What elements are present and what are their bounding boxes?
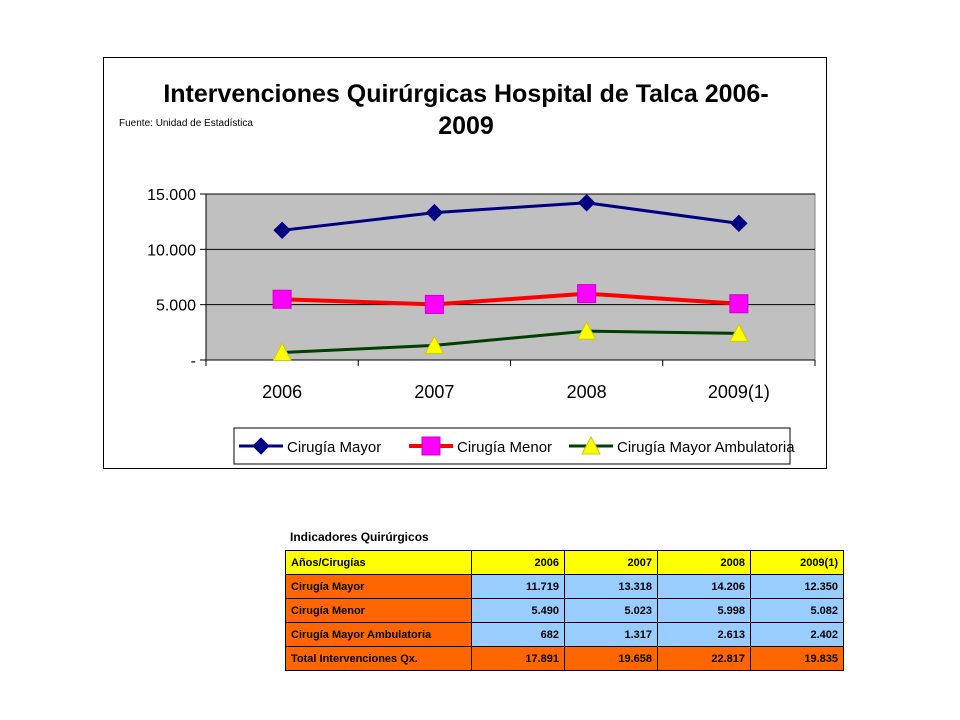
header-cell: 2008 xyxy=(657,550,751,575)
table-caption: Indicadores Quirúrgicos xyxy=(290,530,429,544)
indicators-table: Años/Cirugías 2006 2007 2008 2009(1) Cir… xyxy=(285,550,844,671)
x-tick-label: 2006 xyxy=(262,382,302,402)
table-cell: 1.317 xyxy=(564,622,658,647)
data-point xyxy=(577,194,596,212)
x-tick-label: 2008 xyxy=(567,382,607,402)
row-label: Cirugía Mayor xyxy=(285,574,472,599)
data-point xyxy=(729,323,749,342)
data-point xyxy=(425,203,444,222)
table-cell: 17.891 xyxy=(471,646,565,671)
legend-label: Cirugía Mayor xyxy=(287,439,381,456)
legend: Cirugía Mayor Cirugía Menor Cirugía Mayor … xyxy=(233,427,795,465)
header-cell: 2007 xyxy=(564,550,658,575)
data-point xyxy=(424,294,444,314)
table-cell: 22.817 xyxy=(657,646,751,671)
table-cell: 5.082 xyxy=(750,598,844,623)
table-cell: 5.490 xyxy=(471,598,565,623)
table-cell: 2.613 xyxy=(657,622,751,647)
chart-title-line-1: Intervenciones Quirúrgicas Hospital de T… xyxy=(163,80,768,108)
plot-area: - 5.000 10.000 15.000 2006 2007 2008 2009(1) xyxy=(147,187,816,402)
table-cell: 682 xyxy=(471,622,565,647)
y-tick-label: - xyxy=(191,353,196,370)
row-label: Total Intervenciones Qx. xyxy=(285,646,472,671)
table-cell: 5.998 xyxy=(657,598,751,623)
chart-title-line-2: 2009 xyxy=(438,112,494,140)
data-point xyxy=(273,221,291,240)
data-point xyxy=(729,294,749,314)
legend-label: Cirugía Menor xyxy=(457,439,552,456)
table-cell: 19.658 xyxy=(564,646,658,671)
data-point xyxy=(272,289,292,309)
table-cell: 14.206 xyxy=(657,574,751,599)
row-label: Cirugía Menor xyxy=(285,598,472,623)
y-tick-label: 15.000 xyxy=(147,187,196,204)
legend-marker xyxy=(581,435,601,455)
table-header-row: Años/Cirugías 2006 2007 2008 2009(1) xyxy=(285,550,844,575)
data-point xyxy=(577,284,597,304)
table-cell: 13.318 xyxy=(564,574,658,599)
header-cell: Años/Cirugías xyxy=(285,550,472,575)
data-point xyxy=(730,214,748,233)
legend-marker xyxy=(421,436,441,456)
table-row: Cirugía Menor 5.490 5.023 5.998 5.082 xyxy=(285,598,844,623)
series-line xyxy=(282,291,740,307)
table-row: Cirugía Mayor Ambulatoria 682 1.317 2.61… xyxy=(285,622,844,647)
data-point xyxy=(272,342,292,361)
legend-box xyxy=(233,427,791,465)
table-row: Cirugía Mayor 11.719 13.318 14.206 12.35… xyxy=(285,574,844,599)
table-cell: 2.402 xyxy=(750,622,844,647)
series-line xyxy=(282,329,739,354)
x-tick-label: 2009(1) xyxy=(708,382,770,402)
table-cell: 12.350 xyxy=(750,574,844,599)
chart-frame: Intervenciones Quirúrgicas Hospital de T… xyxy=(103,57,827,469)
y-tick-label: 10.000 xyxy=(147,242,196,259)
legend-label: Cirugía Mayor Ambulatoria xyxy=(617,439,795,456)
data-point xyxy=(576,321,597,340)
data-point xyxy=(424,335,445,354)
table-cell: 5.023 xyxy=(564,598,658,623)
table-cell: 19.835 xyxy=(750,646,844,671)
header-cell: 2009(1) xyxy=(750,550,844,575)
y-tick-label: 5.000 xyxy=(156,298,196,315)
source-note: Fuente: Unidad de Estadística xyxy=(119,118,253,129)
table-row-total: Total Intervenciones Qx. 17.891 19.658 2… xyxy=(285,646,844,671)
plot-background xyxy=(205,193,816,361)
line-chart: Intervenciones Quirúrgicas Hospital de T… xyxy=(119,80,816,465)
legend-marker xyxy=(252,437,270,455)
series-line xyxy=(281,201,740,232)
row-label: Cirugía Mayor Ambulatoria xyxy=(285,622,472,647)
x-tick-label: 2007 xyxy=(414,382,454,402)
header-cell: 2006 xyxy=(471,550,565,575)
table-cell: 11.719 xyxy=(471,574,565,599)
